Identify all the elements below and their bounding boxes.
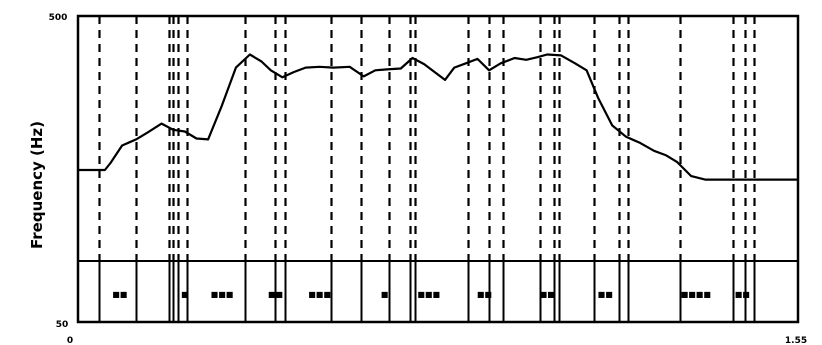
y-axis-label: Frequency (Hz) <box>28 121 46 249</box>
pitch-curve <box>78 53 798 181</box>
segment-boundaries <box>98 16 756 322</box>
segment-label: ■■■ <box>417 290 440 299</box>
segment-label: ■■ <box>112 290 127 299</box>
segment-label: ■■ <box>735 290 750 299</box>
segment-label: ■■■ <box>211 290 234 299</box>
y-tick-top: 500 <box>49 13 68 23</box>
y-tick-bottom: 50 <box>56 320 69 330</box>
segment-label: ■■ <box>477 290 492 299</box>
segment-label: ■■ <box>268 290 283 299</box>
segment-label: ■■ <box>540 290 555 299</box>
x-tick-right: 1.55 <box>785 336 807 345</box>
plot-frame <box>76 14 800 324</box>
segment-label: ■■ <box>598 290 613 299</box>
segment-label: ■ <box>381 290 389 299</box>
segment-label: ■ <box>181 290 189 299</box>
segment-label: ■■■■ <box>681 290 711 299</box>
label-tier: ■■ ■ ■■■ ■■ ■■■ ■ ■■■ ■■ ■■ ■■ ■■■■ ■■ <box>112 290 750 299</box>
pitch-line <box>78 53 798 181</box>
segment-label: ■■■ <box>308 290 331 299</box>
x-tick-left: 0 <box>67 336 73 345</box>
plot-border <box>76 14 800 324</box>
